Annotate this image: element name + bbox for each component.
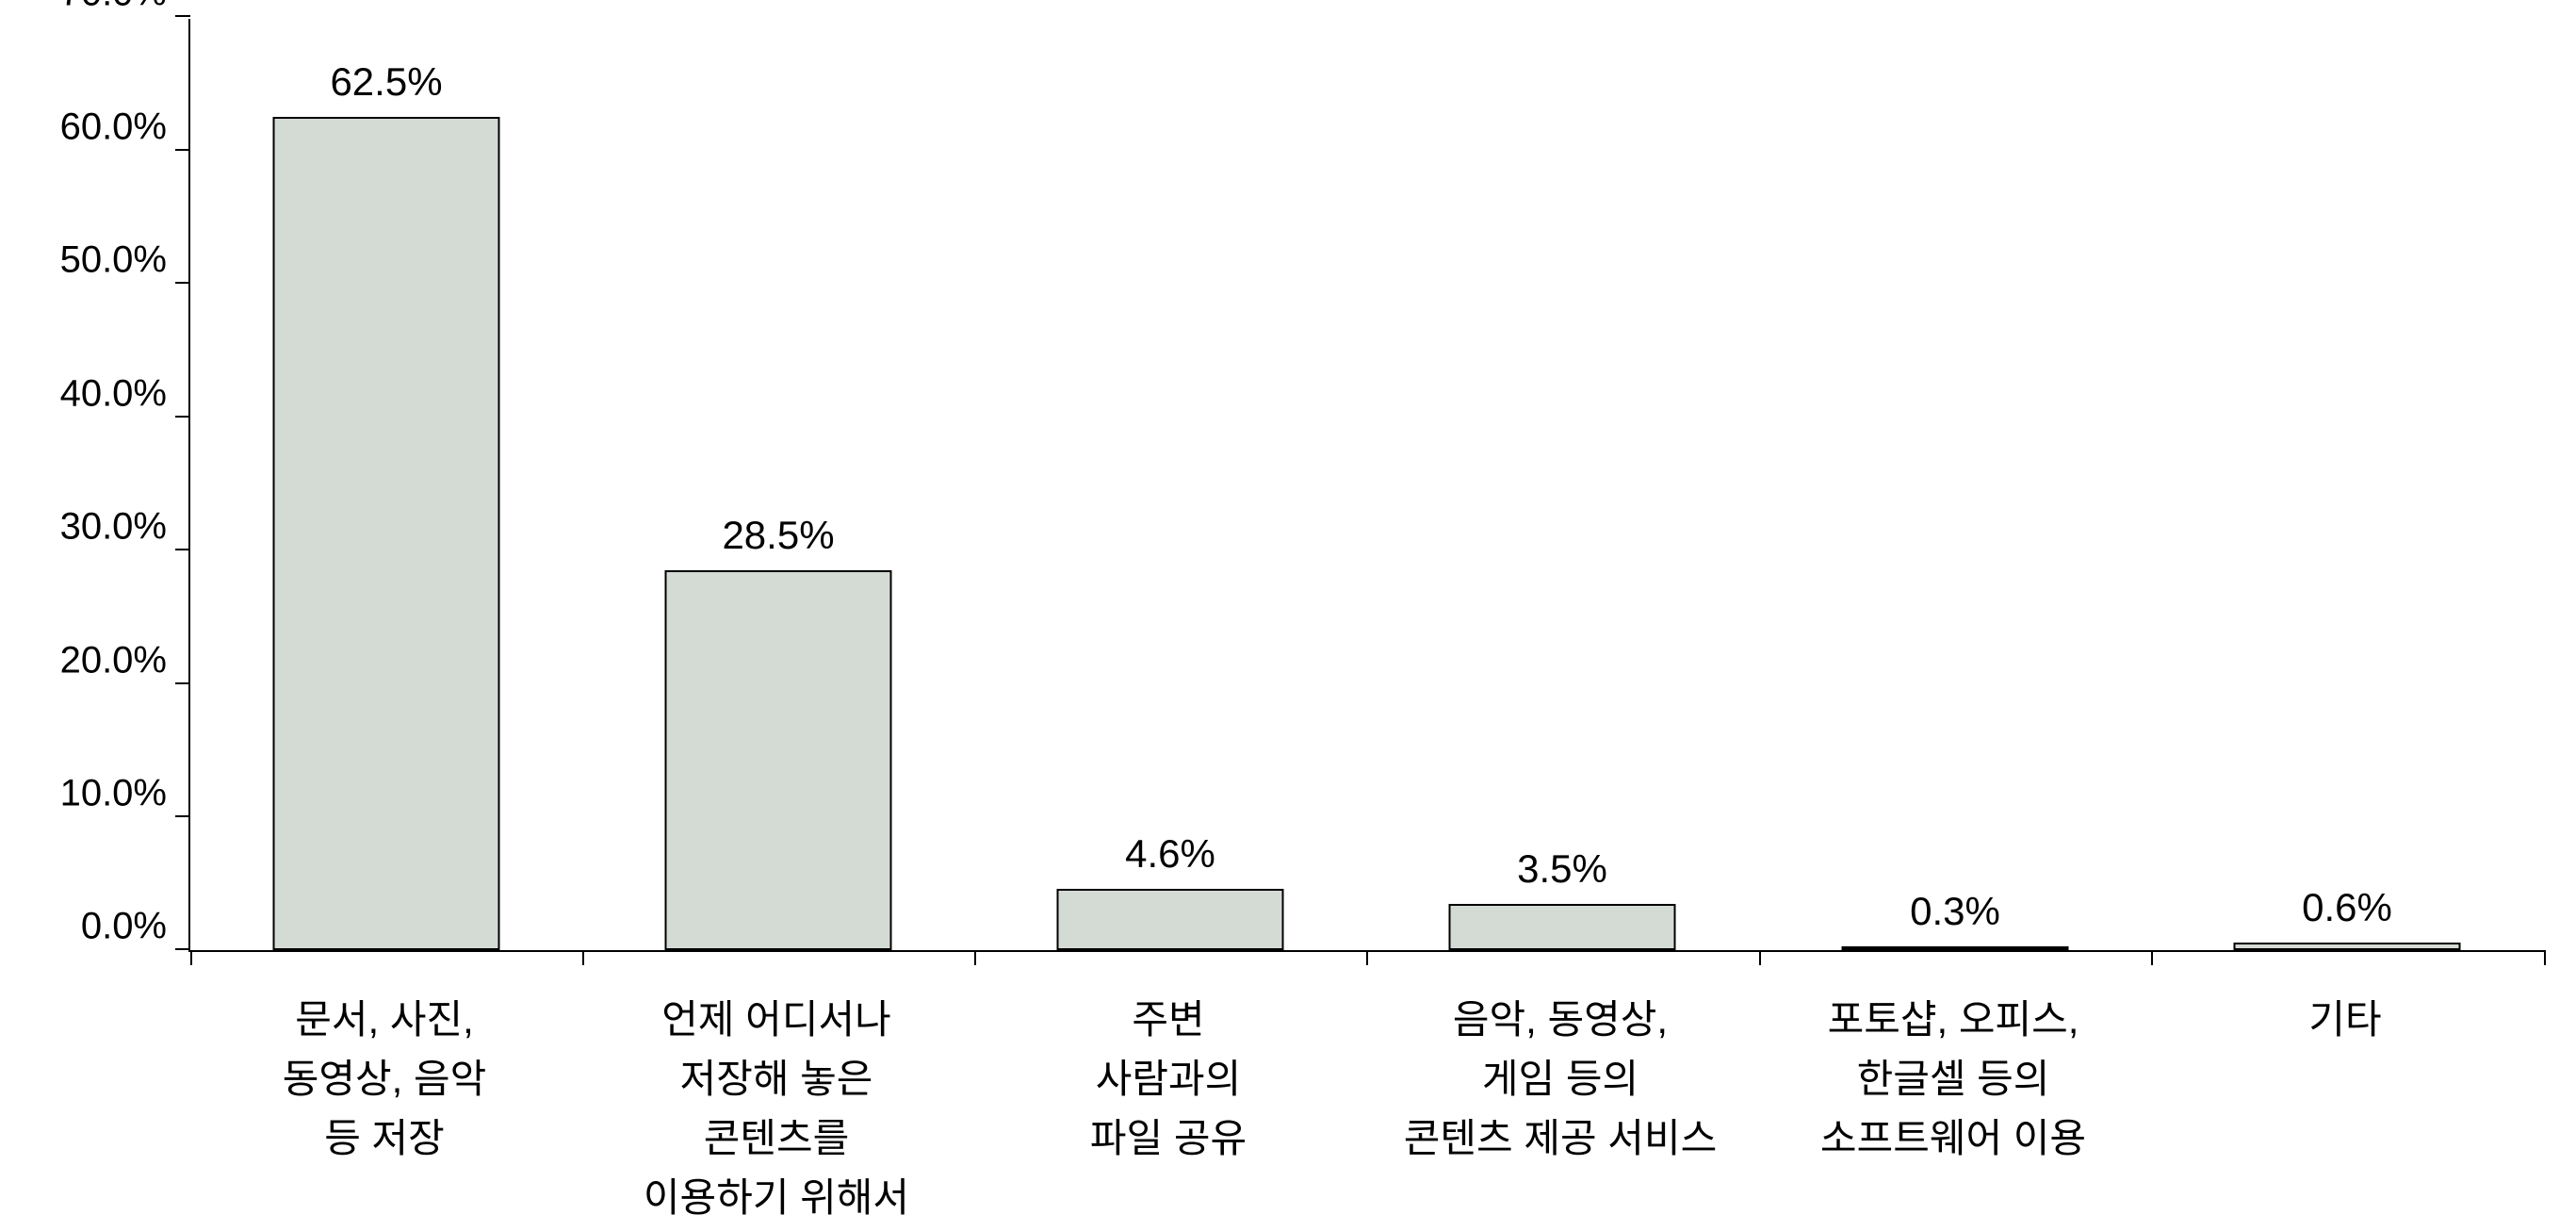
x-category-label: 주변 사람과의 파일 공유 bbox=[972, 990, 1364, 1168]
bar: 0.6% bbox=[2234, 943, 2461, 950]
bar: 3.5% bbox=[1449, 904, 1676, 951]
bar-value-label: 0.3% bbox=[1910, 889, 2000, 934]
y-tick-mark bbox=[175, 682, 190, 684]
y-tick-mark bbox=[175, 815, 190, 817]
y-tick-mark bbox=[175, 948, 190, 950]
bar: 0.3% bbox=[1842, 946, 2069, 950]
x-tick-mark bbox=[1366, 950, 1368, 965]
y-tick-label: 40.0% bbox=[60, 373, 190, 416]
y-tick-label: 50.0% bbox=[60, 239, 190, 282]
x-category-label: 기타 bbox=[2149, 990, 2541, 1049]
x-category-label: 문서, 사진, 동영상, 음악 등 저장 bbox=[188, 990, 580, 1168]
y-tick-label: 20.0% bbox=[60, 640, 190, 682]
y-tick-mark bbox=[175, 15, 190, 17]
bar-value-label: 28.5% bbox=[722, 513, 834, 558]
bar: 62.5% bbox=[273, 117, 500, 950]
bar-chart: 0.0% 10.0% 20.0% 30.0% 40.0% 50.0% 60.0%… bbox=[0, 0, 2576, 1231]
bar-group: 0.3% bbox=[1759, 19, 2151, 950]
x-tick-mark bbox=[1759, 950, 1761, 965]
bar-group: 28.5% bbox=[582, 19, 974, 950]
y-tick-mark bbox=[175, 282, 190, 284]
bar: 28.5% bbox=[665, 570, 892, 950]
bar-group: 62.5% bbox=[190, 19, 582, 950]
y-tick-mark bbox=[175, 416, 190, 418]
x-tick-mark bbox=[582, 950, 584, 965]
y-tick-label: 0.0% bbox=[81, 906, 190, 948]
x-category-label: 음악, 동영상, 게임 등의 콘텐츠 제공 서비스 bbox=[1364, 990, 1756, 1168]
bar-group: 4.6% bbox=[974, 19, 1366, 950]
x-tick-mark bbox=[190, 950, 192, 965]
y-tick-mark bbox=[175, 149, 190, 151]
y-tick-label: 70.0% bbox=[60, 0, 190, 15]
bar-value-label: 62.5% bbox=[330, 59, 442, 105]
y-tick-label: 60.0% bbox=[60, 107, 190, 149]
bar-group: 3.5% bbox=[1366, 19, 1758, 950]
bar-value-label: 3.5% bbox=[1517, 846, 1607, 892]
y-tick-label: 10.0% bbox=[60, 773, 190, 815]
bar-value-label: 4.6% bbox=[1125, 831, 1215, 877]
y-tick-mark bbox=[175, 549, 190, 550]
x-tick-mark bbox=[2151, 950, 2153, 965]
x-category-label: 포토샵, 오피스, 한글셀 등의 소프트웨어 이용 bbox=[1757, 990, 2149, 1168]
x-tick-mark bbox=[2544, 950, 2546, 965]
x-tick-mark bbox=[974, 950, 976, 965]
y-tick-label: 30.0% bbox=[60, 506, 190, 549]
x-category-label: 언제 어디서나 저장해 놓은 콘텐츠를 이용하기 위해서 bbox=[580, 990, 972, 1227]
plot-area: 0.0% 10.0% 20.0% 30.0% 40.0% 50.0% 60.0%… bbox=[188, 19, 2544, 952]
bar-group: 0.6% bbox=[2151, 19, 2543, 950]
bar: 4.6% bbox=[1057, 889, 1284, 950]
bar-value-label: 0.6% bbox=[2302, 885, 2392, 930]
